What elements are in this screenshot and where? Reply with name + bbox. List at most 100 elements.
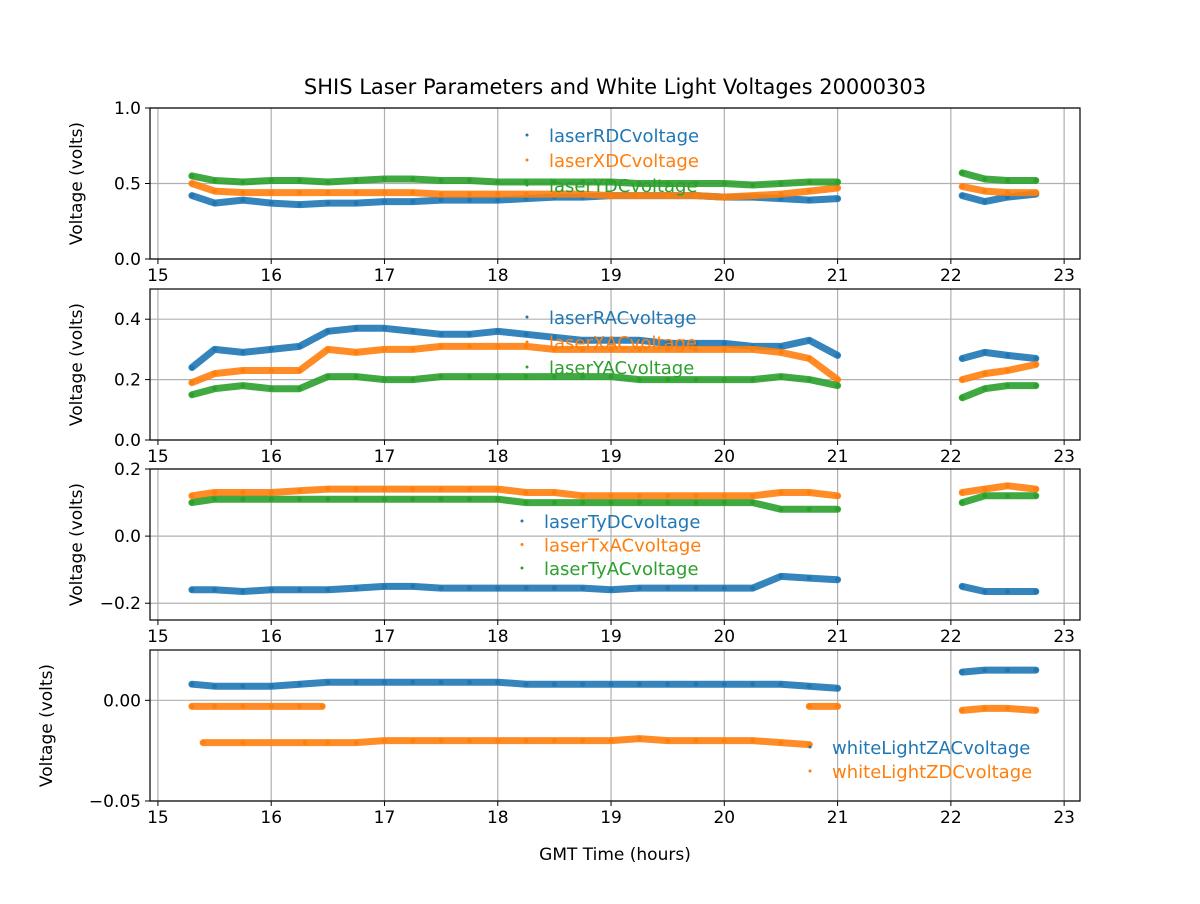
data-point: [523, 500, 529, 506]
data-point: [268, 200, 274, 206]
data-point: [438, 177, 444, 183]
data-point: [835, 196, 841, 202]
series-laserYACvoltage: [188, 373, 1040, 402]
x-tick-label: 20: [713, 627, 735, 647]
data-point: [466, 197, 472, 203]
data-point: [410, 496, 416, 502]
data-point: [523, 343, 529, 349]
legend-label: laserXACvoltage: [549, 333, 697, 354]
data-point: [608, 493, 614, 499]
data-point: [523, 191, 529, 197]
data-point: [212, 371, 218, 377]
data-point: [665, 681, 671, 687]
data-point: [1005, 190, 1011, 196]
data-point: [1005, 705, 1011, 711]
data-point: [466, 738, 472, 744]
data-point: [325, 374, 331, 380]
data-point: [580, 337, 586, 343]
data-point: [381, 583, 387, 589]
data-point: [240, 349, 246, 355]
data-point: [325, 679, 331, 685]
data-point: [580, 374, 586, 380]
data-point: [580, 738, 586, 744]
data-point: [1005, 177, 1011, 183]
data-point: [835, 506, 841, 512]
legend-marker: [520, 543, 524, 546]
x-tick-label: 18: [487, 627, 509, 647]
x-tick-label: 15: [147, 266, 169, 286]
data-point: [778, 181, 784, 186]
data-point: [835, 352, 841, 358]
data-point: [636, 193, 642, 199]
data-point: [835, 577, 841, 583]
legend: laserTyDCvoltage laserTxACvoltagelaserTyA…: [520, 512, 701, 580]
data-point: [268, 177, 274, 183]
data-point: [297, 496, 303, 502]
data-point: [551, 681, 557, 687]
series-band: [958, 704, 1040, 714]
x-tick-label: 19: [600, 266, 622, 286]
data-point: [959, 184, 965, 190]
series-band: [199, 735, 813, 749]
series-band: [188, 180, 842, 201]
data-point: [665, 585, 671, 591]
x-tick-label: 23: [1053, 266, 1075, 286]
x-tick-label: 17: [374, 627, 396, 647]
data-point: [381, 496, 387, 502]
data-point: [959, 377, 965, 383]
data-point: [297, 386, 303, 392]
data-point: [636, 500, 642, 506]
data-point: [240, 179, 246, 185]
data-point: [750, 681, 756, 687]
x-axis-label: GMT Time (hours): [539, 845, 691, 865]
data-point: [353, 325, 359, 331]
data-point: [410, 328, 416, 334]
data-point: [325, 587, 331, 593]
data-point: [806, 489, 812, 495]
data-point: [466, 343, 472, 349]
data-point: [721, 500, 727, 506]
legend-marker: [520, 566, 524, 570]
data-point: [693, 585, 699, 591]
data-point: [189, 587, 195, 593]
x-tick-label: 15: [147, 447, 169, 467]
data-point: [608, 374, 614, 380]
legend-marker: [525, 133, 529, 137]
x-tick-label: 20: [713, 266, 735, 286]
data-point: [353, 200, 359, 206]
data-point: [982, 371, 988, 377]
data-point: [381, 346, 387, 352]
y-tick-label: 0.0: [114, 431, 141, 451]
data-point: [806, 337, 812, 343]
data-point: [297, 587, 303, 593]
data-point: [189, 500, 195, 506]
data-point: [959, 395, 965, 401]
y-axis-label: Voltage (volts): [67, 483, 87, 606]
data-point: [806, 683, 812, 689]
data-point: [551, 585, 557, 591]
series-band: [958, 482, 1040, 496]
x-tick-label: 15: [147, 808, 169, 828]
data-point: [1033, 190, 1039, 196]
data-point: [636, 346, 642, 352]
x-tick-label: 22: [940, 447, 962, 467]
data-point: [325, 496, 331, 502]
data-point: [693, 377, 699, 383]
x-tick-label: 22: [940, 627, 962, 647]
data-point: [325, 328, 331, 334]
legend: laserRACvoltage laserXACvoltage laserYACvo…: [525, 308, 697, 379]
data-point: [212, 188, 218, 194]
data-point: [240, 588, 246, 594]
x-tick-label: 18: [487, 266, 509, 286]
legend-marker: [525, 315, 529, 319]
x-tick-label: 23: [1053, 808, 1075, 828]
data-point: [959, 355, 965, 361]
data-point: [959, 583, 965, 589]
data-point: [353, 486, 359, 492]
data-point: [693, 193, 699, 199]
series-band: [958, 382, 1040, 402]
data-point: [636, 337, 642, 343]
data-point: [268, 190, 274, 196]
data-point: [438, 486, 444, 492]
